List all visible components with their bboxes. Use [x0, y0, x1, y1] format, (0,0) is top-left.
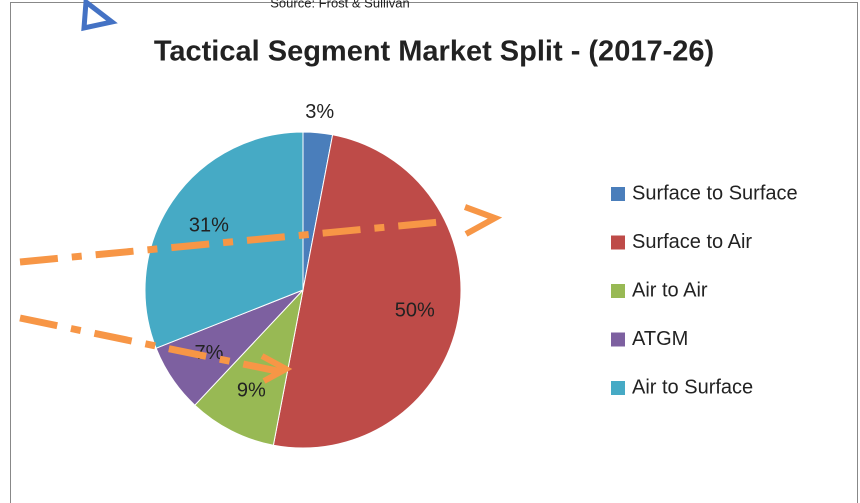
legend-swatch	[611, 284, 625, 298]
legend-swatch	[611, 187, 625, 201]
legend-label: ATGM	[632, 328, 688, 350]
legend: Surface to Surface Surface to Air Air to A…	[611, 182, 798, 398]
legend-swatch	[611, 235, 625, 250]
source-note: Source: Frost & Sullivan	[270, 0, 409, 10]
data-label: 31%	[189, 214, 229, 236]
legend-label: Surface to Air	[632, 231, 752, 253]
data-label: 50%	[395, 300, 435, 322]
annotation-arrows	[19, 204, 503, 384]
data-label: 9%	[237, 380, 266, 402]
pie-slice	[272, 134, 462, 449]
legend-swatch	[611, 332, 625, 347]
chart-title: Tactical Segment Market Split - (2017-26…	[154, 36, 714, 68]
legend-swatch	[611, 381, 625, 395]
corner-arrow	[81, 0, 118, 32]
arrow-line	[19, 314, 283, 376]
legend-label: Air to Air	[632, 279, 708, 301]
data-label: 3%	[305, 101, 334, 123]
legend-label: Air to Surface	[632, 376, 753, 398]
arrow-line	[19, 218, 441, 266]
arrow-head	[260, 353, 293, 384]
legend-label: Surface to Surface	[632, 182, 798, 204]
arrow-head	[463, 204, 503, 237]
